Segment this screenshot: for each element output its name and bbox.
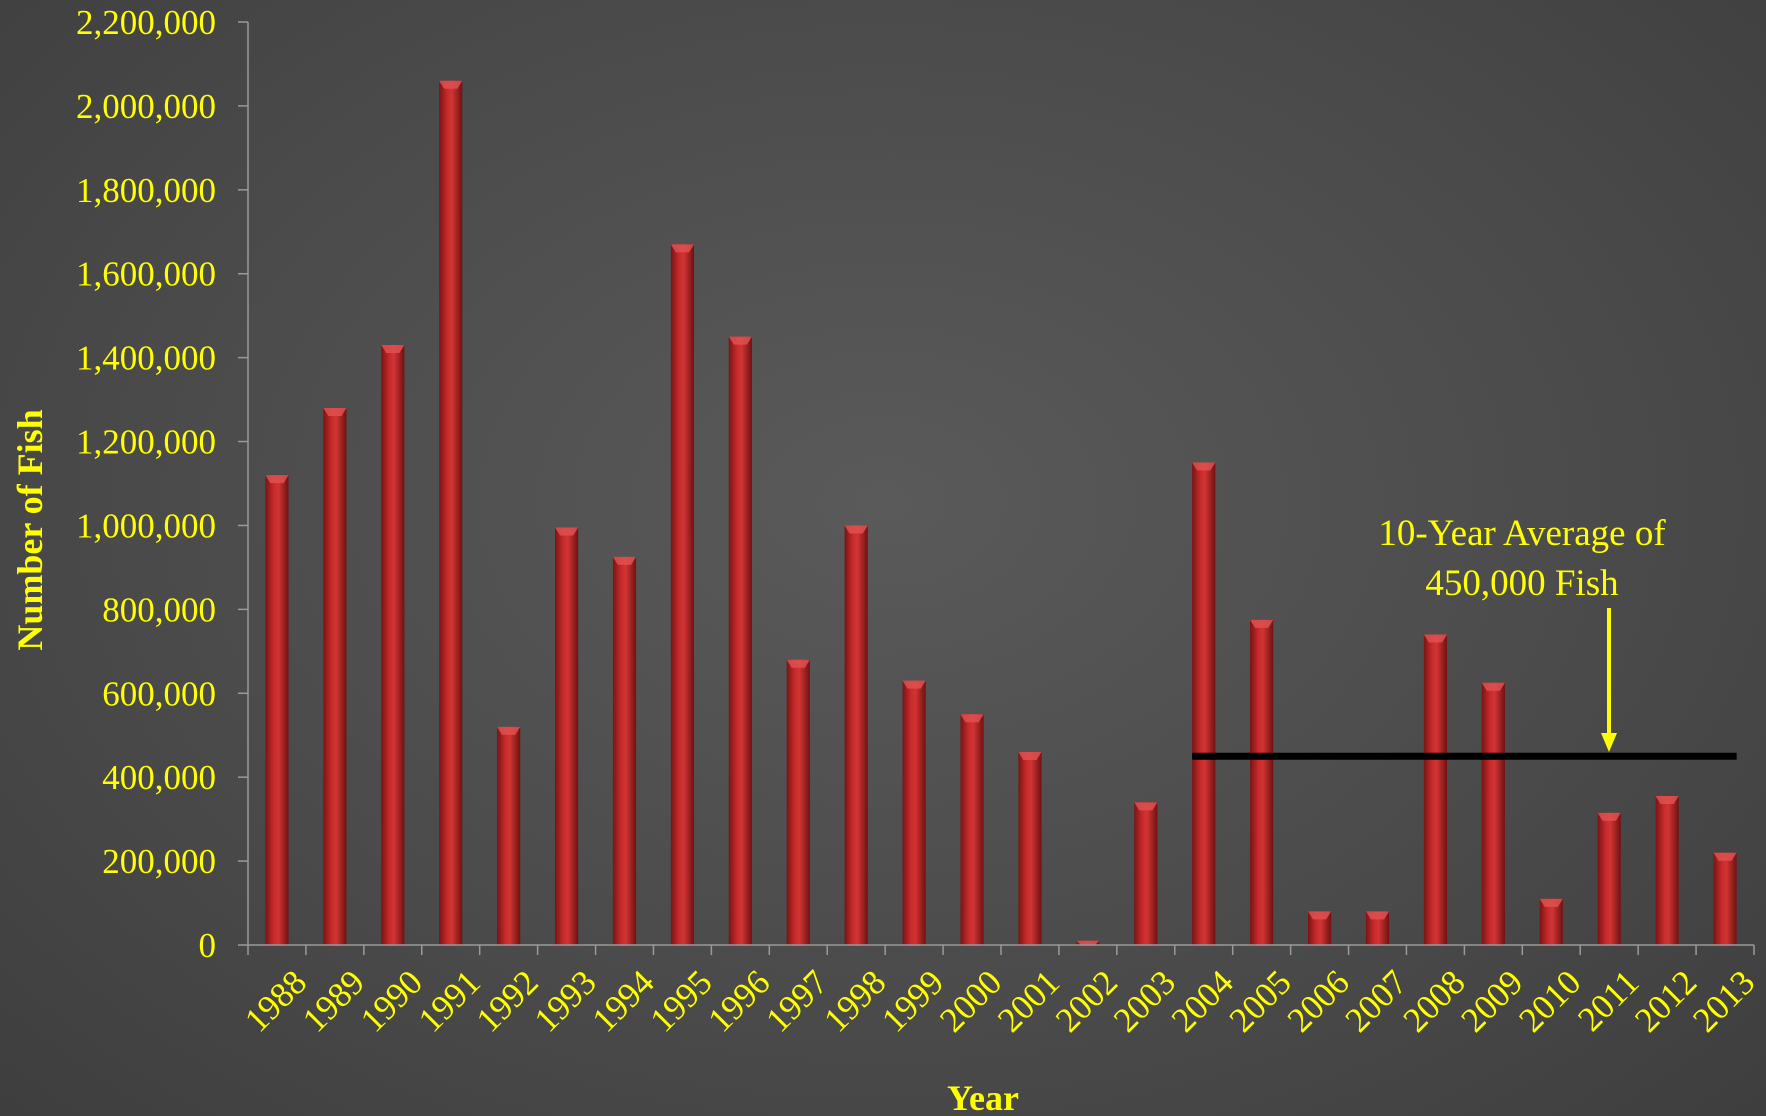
bar-cap-1991 <box>439 80 463 89</box>
y-tick-label: 1,800,000 <box>76 171 216 210</box>
x-tick-label: 1997 <box>758 963 835 1040</box>
y-tick-label: 0 <box>199 926 217 965</box>
bar-1996 <box>728 336 752 946</box>
y-tick-label: 2,200,000 <box>76 3 216 42</box>
y-tick-label: 800,000 <box>102 590 216 629</box>
bar-cap-1990 <box>381 345 405 354</box>
bar-cap-2009 <box>1481 682 1505 691</box>
bar-2011 <box>1597 812 1621 945</box>
bar-cap-2006 <box>1307 911 1332 920</box>
y-axis-title: Number of Fish <box>10 409 50 650</box>
bar-1998 <box>844 525 868 945</box>
bar-2012 <box>1655 796 1679 945</box>
bar-cap-2013 <box>1713 852 1737 861</box>
bar-cap-2001 <box>1018 752 1042 761</box>
x-tick-label: 1999 <box>874 963 951 1040</box>
bar-2001 <box>1018 752 1042 945</box>
bar-2009 <box>1481 682 1505 945</box>
bar-1991 <box>439 80 463 945</box>
x-tick-label: 2013 <box>1685 963 1762 1040</box>
x-axis-ticks: 1988198919901991199219931994199519961997… <box>237 945 1762 1040</box>
y-axis-ticks: 0 200,000 400,000 600,000 800,000 1,000,000 1,… <box>76 3 248 965</box>
bar-cap-2010 <box>1539 898 1563 907</box>
bar-1988 <box>265 475 289 945</box>
x-tick-label: 2010 <box>1511 963 1588 1040</box>
bar-2003 <box>1134 802 1158 945</box>
bar-cap-1998 <box>844 525 868 534</box>
bar-2004 <box>1192 462 1216 945</box>
bar-cap-2004 <box>1192 462 1216 471</box>
bar-cap-1992 <box>497 726 521 735</box>
y-tick-label: 1,000,000 <box>76 506 216 545</box>
x-tick-label: 1988 <box>237 963 314 1040</box>
x-axis-title: Year <box>947 1078 1019 1116</box>
x-tick-label: 1995 <box>643 963 720 1040</box>
x-tick-label: 1996 <box>700 963 777 1040</box>
annotation-line-2: 450,000 Fish <box>1425 563 1619 604</box>
x-tick-label: 2002 <box>1048 963 1125 1040</box>
x-tick-label: 2009 <box>1453 963 1530 1040</box>
bar-cap-2011 <box>1597 812 1621 821</box>
bar-cap-2008 <box>1423 634 1448 643</box>
bar-1992 <box>497 726 521 945</box>
annotation-line-1: 10-Year Average of <box>1378 513 1666 554</box>
x-tick-label: 1991 <box>411 963 488 1040</box>
bar-2006 <box>1307 911 1332 945</box>
x-tick-label: 2008 <box>1396 963 1473 1040</box>
y-tick-label: 1,400,000 <box>76 339 216 378</box>
x-tick-label: 2003 <box>1106 963 1183 1040</box>
x-tick-label: 2006 <box>1280 963 1357 1040</box>
bar-1989 <box>323 407 347 945</box>
bar-cap-1995 <box>670 244 695 253</box>
bar-1997 <box>786 659 810 945</box>
bar-cap-1996 <box>728 336 752 345</box>
bar-cap-1999 <box>902 680 926 689</box>
bar-cap-2000 <box>960 714 984 723</box>
bar-1995 <box>670 244 695 946</box>
bar-1990 <box>381 345 405 945</box>
bar-2008 <box>1423 634 1448 945</box>
bar-2005 <box>1250 619 1274 945</box>
y-tick-label: 400,000 <box>102 758 216 797</box>
bar-cap-1994 <box>612 556 637 565</box>
y-tick-label: 1,200,000 <box>76 423 216 462</box>
bar-1999 <box>902 680 926 945</box>
y-tick-label: 200,000 <box>102 842 216 881</box>
bars-group <box>265 80 1737 946</box>
x-tick-label: 2005 <box>1222 963 1299 1040</box>
x-tick-label: 2004 <box>1164 963 1241 1040</box>
annotation-arrow-head <box>1601 733 1617 752</box>
y-tick-label: 2,000,000 <box>76 87 216 126</box>
bar-2010 <box>1539 898 1563 945</box>
y-tick-label: 1,600,000 <box>76 255 216 294</box>
bar-cap-1988 <box>265 475 289 484</box>
bar-cap-2012 <box>1655 796 1679 805</box>
x-tick-label: 1998 <box>816 963 893 1040</box>
bar-cap-2005 <box>1250 619 1274 628</box>
x-tick-label: 1994 <box>585 963 662 1040</box>
x-tick-label: 2001 <box>990 963 1067 1040</box>
x-tick-label: 2007 <box>1338 963 1415 1040</box>
bar-cap-2003 <box>1134 802 1158 811</box>
x-tick-label: 1993 <box>527 963 604 1040</box>
bar-2013 <box>1713 852 1737 945</box>
x-tick-label: 2011 <box>1570 963 1646 1039</box>
bar-2000 <box>960 714 984 945</box>
x-tick-label: 1990 <box>353 963 430 1040</box>
bar-cap-1993 <box>554 527 579 536</box>
bar-2007 <box>1365 911 1390 945</box>
x-tick-label: 1989 <box>295 963 372 1040</box>
y-tick-label: 600,000 <box>102 674 216 713</box>
bar-cap-1989 <box>323 407 347 416</box>
bar-1994 <box>612 556 637 945</box>
bar-cap-2002 <box>1076 940 1100 945</box>
bar-1993 <box>554 527 579 945</box>
x-tick-label: 1992 <box>469 963 546 1040</box>
x-tick-label: 2012 <box>1627 963 1704 1040</box>
bar-cap-2007 <box>1365 911 1390 920</box>
bar-cap-1997 <box>786 659 810 668</box>
x-tick-label: 2000 <box>932 963 1009 1040</box>
